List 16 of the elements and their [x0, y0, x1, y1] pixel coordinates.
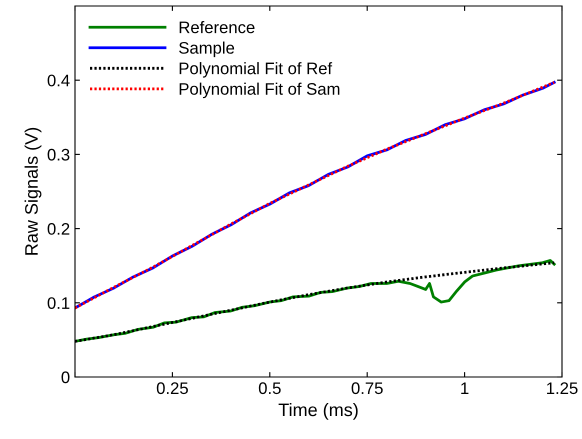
y-tick-label: 0.4 [48, 74, 70, 86]
x-tick-label: 0.5 [258, 382, 281, 394]
legend-label: Sample [179, 42, 234, 58]
x-axis-title: Time (ms) [278, 402, 358, 420]
y-tick-label: 0 [62, 371, 70, 384]
y-tick-label: 0.3 [48, 148, 70, 161]
y-tick-label: 0.1 [48, 297, 70, 310]
legend-label: Polynomial Fit of Ref [180, 62, 332, 78]
y-tick-label: 0.2 [48, 223, 70, 235]
legend-label: Polynomial Fit of Sam [180, 82, 340, 98]
x-tick-label: 1.25 [547, 382, 578, 394]
y-axis-title: Raw Signals (V) [24, 128, 42, 255]
x-tick-label: 1 [461, 382, 468, 394]
legend-label: Reference [180, 21, 254, 34]
x-tick-label: 0.75 [352, 382, 383, 394]
x-tick-label: 0.25 [156, 382, 188, 394]
